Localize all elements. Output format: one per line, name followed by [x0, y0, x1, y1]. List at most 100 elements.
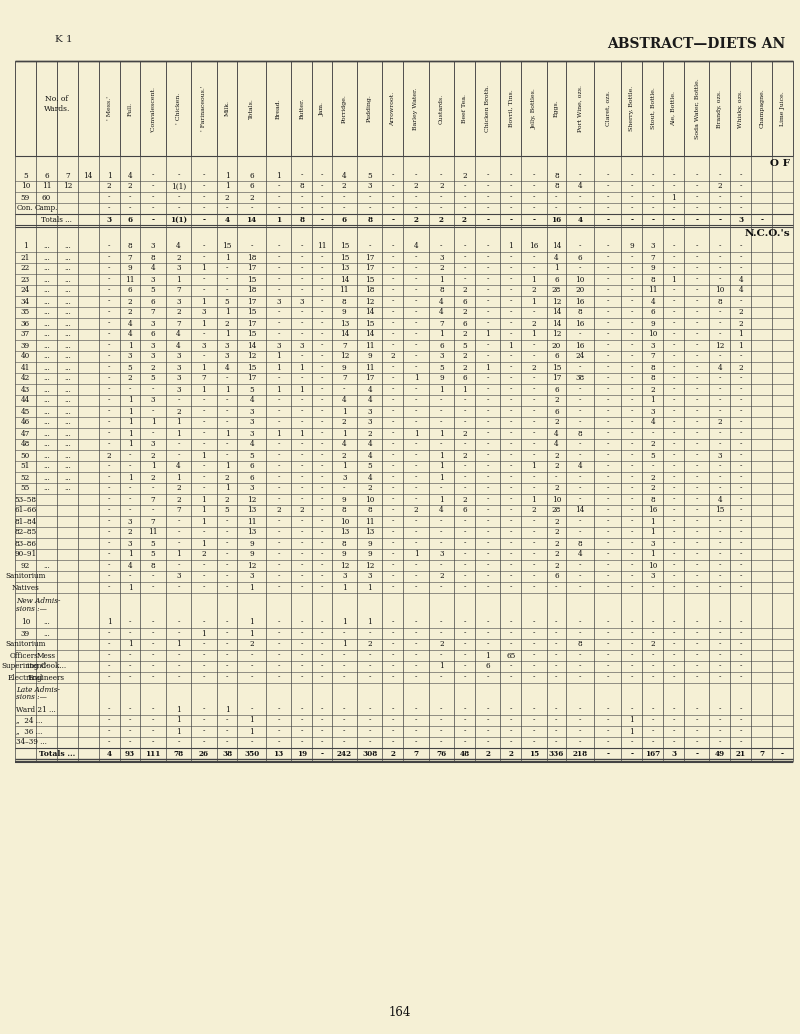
Text: 2: 2 — [176, 407, 181, 416]
Text: 14: 14 — [365, 331, 374, 338]
Text: 9: 9 — [367, 550, 372, 558]
Text: 78: 78 — [174, 750, 183, 758]
Text: -: - — [695, 275, 698, 283]
Text: -: - — [301, 265, 303, 273]
Text: -: - — [672, 243, 674, 250]
Text: 3: 3 — [151, 440, 155, 449]
Text: -: - — [178, 651, 180, 660]
Text: -: - — [226, 583, 228, 591]
Text: -: - — [739, 298, 742, 305]
Text: -: - — [579, 561, 582, 570]
Text: -: - — [414, 651, 417, 660]
Text: 1: 1 — [531, 298, 536, 305]
Text: ...: ... — [64, 364, 70, 371]
Text: 1: 1 — [738, 341, 743, 349]
Text: ...: ... — [64, 386, 70, 394]
Text: 17: 17 — [365, 265, 374, 273]
Text: 55: 55 — [21, 485, 30, 492]
Text: -: - — [630, 507, 633, 515]
Text: 2: 2 — [250, 193, 254, 202]
Text: 1: 1 — [276, 353, 281, 361]
Text: -: - — [178, 630, 180, 638]
Text: 1: 1 — [342, 407, 346, 416]
Text: -: - — [278, 374, 280, 383]
Text: -: - — [202, 618, 205, 627]
Text: -: - — [108, 364, 110, 371]
Text: Butter.: Butter. — [299, 98, 304, 119]
Text: 218: 218 — [573, 750, 588, 758]
Text: 11: 11 — [365, 364, 374, 371]
Text: -: - — [718, 462, 721, 470]
Text: -: - — [486, 507, 489, 515]
Text: Electrical: Electrical — [8, 673, 43, 681]
Text: -: - — [718, 407, 721, 416]
Text: 16: 16 — [530, 243, 538, 250]
Text: -: - — [108, 640, 110, 648]
Text: -: - — [321, 205, 323, 213]
Text: 4: 4 — [250, 396, 254, 404]
Text: -: - — [463, 517, 466, 525]
Text: -: - — [178, 673, 180, 681]
Text: -: - — [555, 618, 558, 627]
Text: -: - — [579, 419, 582, 426]
Text: 308: 308 — [362, 750, 378, 758]
Text: 7: 7 — [176, 507, 181, 515]
Text: -: - — [672, 341, 674, 349]
Text: -: - — [129, 663, 131, 670]
Text: 3: 3 — [202, 341, 206, 349]
Text: 2: 2 — [650, 485, 655, 492]
Text: 1: 1 — [439, 663, 444, 670]
Text: ...: ... — [64, 485, 70, 492]
Text: 3: 3 — [176, 353, 181, 361]
Text: -: - — [533, 474, 535, 482]
Text: 6: 6 — [151, 331, 155, 338]
Text: -: - — [555, 738, 558, 747]
Text: 1: 1 — [367, 618, 372, 627]
Text: -: - — [391, 193, 394, 202]
Text: -: - — [391, 728, 394, 735]
Text: -: - — [343, 663, 346, 670]
Text: -: - — [391, 485, 394, 492]
Text: -: - — [510, 253, 512, 262]
Text: 12: 12 — [247, 495, 256, 504]
Text: 15: 15 — [247, 275, 256, 283]
Text: -: - — [579, 528, 582, 537]
Text: 1: 1 — [414, 429, 418, 437]
Text: -: - — [321, 528, 323, 537]
Text: -: - — [510, 298, 512, 305]
Text: -: - — [202, 286, 205, 295]
Text: -: - — [695, 717, 698, 725]
Text: -: - — [108, 396, 110, 404]
Text: 39: 39 — [21, 341, 30, 349]
Text: 22: 22 — [21, 265, 30, 273]
Text: Sherry, Bottle.: Sherry, Bottle. — [630, 86, 634, 131]
Text: -: - — [555, 583, 558, 591]
Text: -: - — [278, 275, 280, 283]
Text: -: - — [718, 550, 721, 558]
Text: 1: 1 — [276, 364, 281, 371]
Text: -: - — [606, 182, 609, 190]
Text: -: - — [718, 728, 721, 735]
Text: 14: 14 — [552, 320, 561, 328]
Text: 3: 3 — [225, 353, 230, 361]
Text: -: - — [301, 374, 303, 383]
Text: 9: 9 — [650, 265, 655, 273]
Text: -: - — [343, 205, 346, 213]
Text: -: - — [718, 540, 721, 547]
Text: -: - — [391, 429, 394, 437]
Text: 12: 12 — [247, 353, 256, 361]
Text: ...: ... — [43, 298, 50, 305]
Text: -: - — [414, 286, 417, 295]
Text: -: - — [606, 717, 609, 725]
Text: 5: 5 — [367, 462, 372, 470]
Text: -: - — [739, 265, 742, 273]
Text: 3: 3 — [367, 407, 372, 416]
Text: -: - — [533, 573, 535, 580]
Text: 2: 2 — [225, 193, 230, 202]
Text: -: - — [250, 243, 253, 250]
Text: -: - — [651, 215, 654, 223]
Text: 8: 8 — [367, 507, 372, 515]
Text: -: - — [533, 540, 535, 547]
Text: 10: 10 — [648, 561, 658, 570]
Text: -: - — [278, 640, 280, 648]
